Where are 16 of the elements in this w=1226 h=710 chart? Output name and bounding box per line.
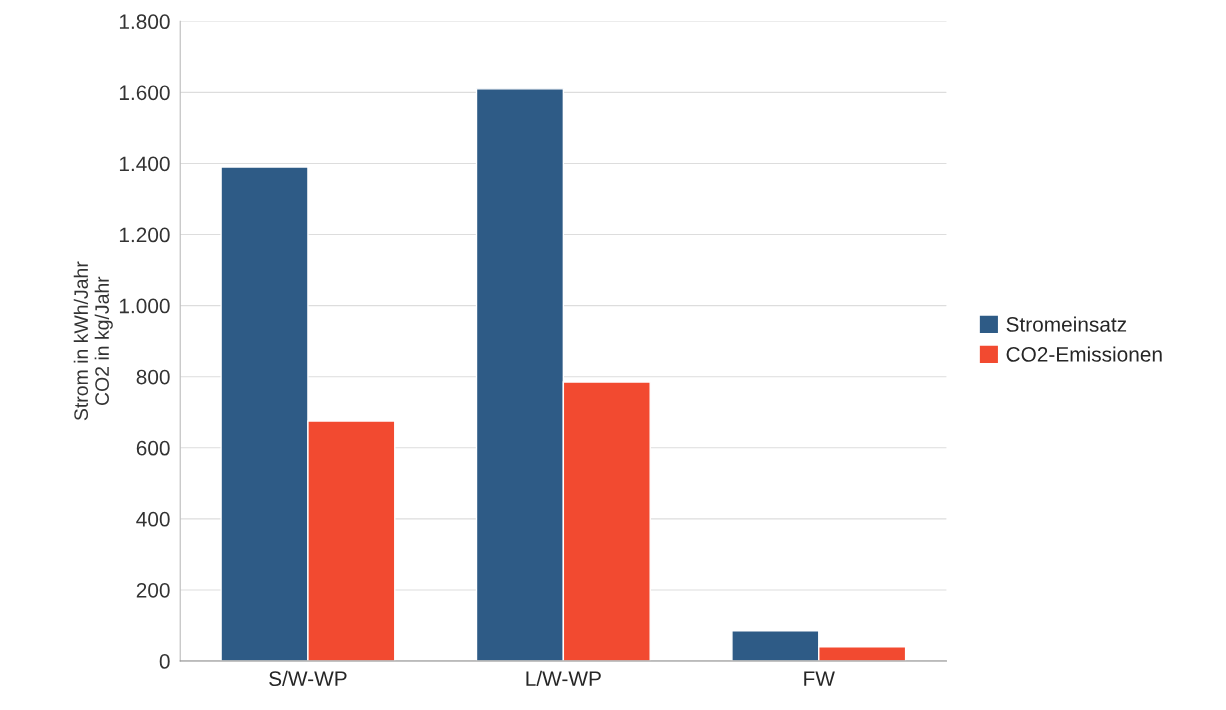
legend-label: Stromeinsatz [1006,316,1127,332]
x-tick-label: L/W-WP [526,670,601,687]
y-tick-label: 400 [136,511,170,527]
y-tick-label: 600 [136,440,170,456]
y-tick-label: 1.400 [119,156,170,172]
y-tick-label: 0 [159,654,170,669]
legend-label: CO2-Emissionen [1006,346,1162,362]
y-tick-label: 1.200 [119,227,170,243]
y-tick-label: 1.800 [119,14,170,30]
y-axis-title: Strom in kWh/Jahr CO2 in kg/Jahr [73,261,113,421]
x-tick-label: FW [804,671,835,686]
y-tick-label: 200 [136,582,170,598]
y-tick-label: 1.600 [119,85,170,101]
y-tick-label: 1.000 [119,298,170,314]
y-tick-label: 800 [136,369,170,385]
x-tick-label: S/W-WP [269,670,347,687]
